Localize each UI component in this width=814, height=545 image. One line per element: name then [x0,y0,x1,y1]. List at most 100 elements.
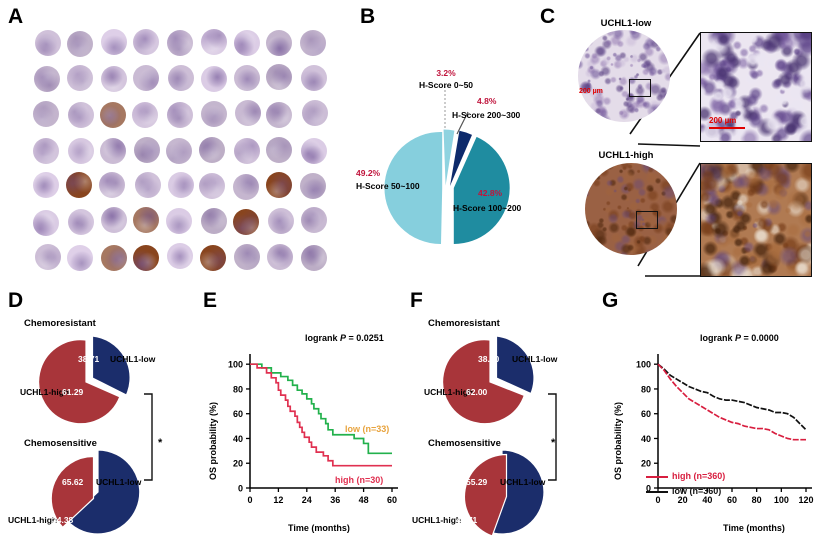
tma-core [200,244,227,271]
tma-core [68,102,95,129]
panelc-scalebar-inset-bar [709,127,745,129]
y-tick-label: 60 [233,409,243,419]
panel-letter-f: F [410,289,423,312]
paneld-slice-low-2 [66,449,141,535]
tma-core [166,137,193,164]
panelg-logrank-value: = 0.0000 [741,333,779,343]
pie-slice-hscore-100-200 [453,136,510,244]
panelg-legend-label-low: low (n=360) [672,486,722,496]
panelf-bottom-low-label: UCHL1-low [500,477,546,487]
panelg-legend-swatch-high [646,476,668,478]
tma-core [266,30,293,57]
survival-curve [657,363,807,431]
panele-series-label-high: high (n=30) [335,475,384,485]
tissue-microarray-grid [30,25,330,275]
panelg-survival-plot: 0 20 40 60 80 100 0 20 40 60 80 100 120 [636,354,814,505]
pie-pct-hscore-0-50: 3.2% [436,68,456,78]
y-tick-label: 40 [641,434,651,444]
tma-core [99,137,126,164]
tma-core [265,172,292,199]
panelg-logrank-p: P [735,333,742,343]
pie-label-hscore-200-300: H-Score 200~300 [452,110,521,120]
panelf-slice-low-2 [486,449,545,535]
tma-core [301,207,328,234]
panelg-y-axis-label: OS probability (%) [613,401,623,480]
tma-core [66,64,93,91]
tma-core [200,29,227,56]
tma-core [232,173,259,200]
tma-core [233,209,260,236]
tma-core [266,64,293,91]
paneld-top-low-label: UCHL1-low [110,354,156,364]
panele-survival-plot: 0 20 40 60 80 100 0 12 24 36 48 60 [228,354,398,505]
panelc-low-title: UCHL1-low [600,18,652,29]
panelf-pie-chemosensitive-svg [463,449,545,537]
paneld-top-high-label: UCHL1-high [20,387,70,397]
paneld-bottom-low-label: UCHL1-low [96,477,142,487]
y-tick-label: 0 [646,484,651,494]
pie-pct-hscore-200-300: 4.8% [477,96,497,106]
survival-curve [657,363,806,441]
pie-chart-hscore [356,0,551,280]
tma-core [233,137,260,164]
pie-chart-hscore-svg [384,86,510,244]
pie-label-hscore-100-200: H-Score 100~200 [453,203,522,213]
panelf-significance-bracket [548,393,557,481]
panele-series-label-low: low (n=33) [345,424,390,434]
panelf-pie-chemoresistant [424,330,574,435]
panelf-slice-high-2 [463,453,508,537]
tma-core [199,137,226,164]
y-tick-label: 80 [641,384,651,394]
tma-core [234,30,261,57]
panelg-legend-label-high: high (n=360) [672,471,726,481]
paneld-slice-low [91,335,131,396]
y-tick-label: 20 [233,459,243,469]
panel-letter-c: C [540,5,556,28]
y-tick-label: 100 [636,360,651,370]
panelf-slice-low [495,335,535,395]
y-tick-label: 40 [233,434,243,444]
tma-core [99,171,126,198]
tma-core [100,207,127,234]
tma-core [267,244,294,271]
panelg-legend-swatch-low [646,491,668,493]
x-tick-label: 100 [774,495,789,505]
tma-core [134,172,161,199]
panele-x-axis-label: Time (months) [288,523,350,533]
panelg-logrank-prefix: logrank [700,333,736,343]
tma-core [32,100,59,127]
tma-core [133,64,160,91]
paneld-bottom-high-value: 34.38 [52,515,74,525]
y-tick-label: 100 [228,360,243,370]
tma-core [133,207,160,234]
tma-core [132,101,159,128]
tma-core [299,30,326,57]
tma-core [201,208,228,235]
tma-core [200,65,227,92]
tma-core [167,102,194,129]
x-tick-label: 120 [798,495,813,505]
tma-core [100,245,127,272]
tma-core [199,173,226,200]
panelc-high-title: UCHL1-high [598,150,654,161]
paneld-pie-chemoresistant-svg [38,335,131,425]
tma-core [266,102,293,129]
y-tick-label: 80 [233,384,243,394]
tma-core [165,208,192,235]
panelf-bottom-title: Chemosensitive [428,438,501,449]
x-tick-label: 24 [302,495,312,505]
paneld-pie-chemosensitive [20,449,180,545]
x-tick-label: 80 [752,495,762,505]
tma-core [99,101,126,128]
tma-core [234,100,261,127]
tma-core [67,244,94,271]
x-tick-label: 40 [702,495,712,505]
panele-logrank-value: = 0.0251 [346,333,384,343]
tma-core [34,243,61,270]
tma-core [167,243,194,270]
panelc-inset-low [700,32,812,142]
paneld-significance-bracket [144,393,153,481]
panel-letter-e: E [203,289,218,312]
survival-curve [250,363,392,467]
pie-slice-hscore-0-50 [443,129,455,186]
